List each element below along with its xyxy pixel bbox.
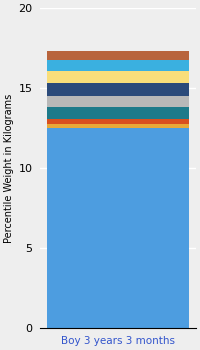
Bar — [47, 107, 189, 119]
Bar — [47, 51, 189, 60]
Y-axis label: Percentile Weight in Kilograms: Percentile Weight in Kilograms — [4, 93, 14, 243]
Bar — [47, 71, 189, 83]
Bar — [47, 119, 189, 124]
Bar — [47, 124, 189, 128]
Bar — [47, 96, 189, 107]
Bar — [47, 60, 189, 71]
Bar — [47, 83, 189, 96]
Bar — [47, 128, 189, 328]
